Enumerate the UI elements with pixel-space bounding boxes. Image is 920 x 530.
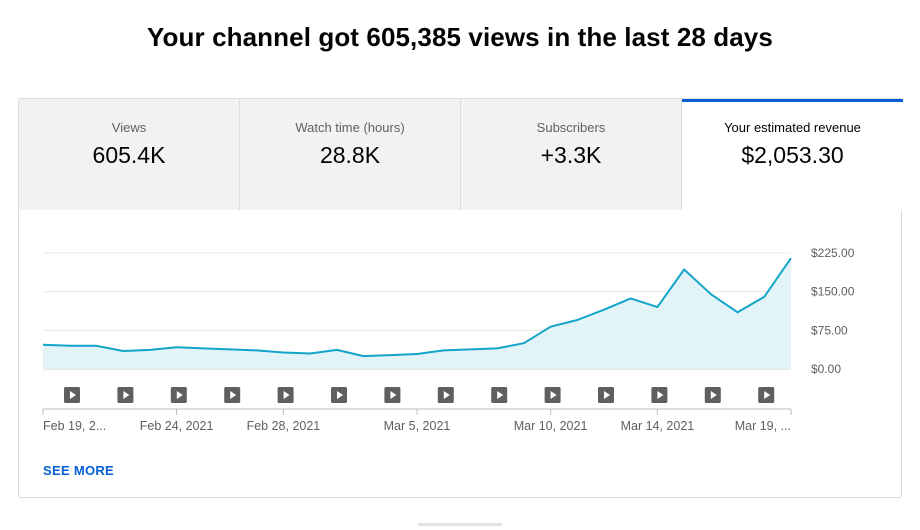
tab-estimated-revenue[interactable]: Your estimated revenue $2,053.30 (682, 99, 903, 210)
analytics-card: Views 605.4K Watch time (hours) 28.8K Su… (18, 98, 903, 498)
play-icon[interactable] (277, 387, 294, 403)
play-icon[interactable] (331, 387, 347, 403)
play-icon[interactable] (437, 387, 454, 403)
x-tick-label: Mar 10, 2021 (514, 419, 588, 433)
tab-label: Subscribers (536, 120, 606, 135)
series-line (42, 257, 792, 358)
play-icon[interactable] (117, 387, 134, 403)
play-icon[interactable] (544, 387, 561, 403)
play-icon[interactable] (384, 387, 401, 403)
see-more-link[interactable]: SEE MORE (43, 463, 115, 478)
y-tick-label: $0.00 (811, 362, 841, 376)
play-icon[interactable] (651, 387, 668, 403)
y-tick-label: $225.00 (811, 246, 855, 260)
play-icon[interactable] (170, 387, 187, 403)
tab-views[interactable]: Views 605.4K (19, 99, 240, 210)
y-tick-label: $75.00 (811, 323, 848, 337)
tab-label: Views (111, 120, 147, 135)
y-tick-label: $150.00 (811, 285, 855, 299)
tab-value: $2,053.30 (741, 142, 844, 168)
play-icon[interactable] (224, 387, 241, 403)
x-tick-label: Feb 24, 2021 (140, 419, 214, 433)
x-tick-label: Mar 5, 2021 (384, 419, 451, 433)
series-area (43, 258, 791, 369)
x-tick-label: Feb 28, 2021 (247, 419, 321, 433)
tab-label: Your estimated revenue (724, 120, 861, 135)
tab-value: +3.3K (540, 142, 602, 168)
tab-value: 28.8K (319, 142, 381, 168)
x-tick-label: Mar 14, 2021 (621, 419, 695, 433)
tab-value: 605.4K (92, 142, 166, 168)
scroll-indicator (418, 523, 502, 526)
page-headline: Your channel got 605,385 views in the la… (147, 22, 773, 52)
tab-watch-time[interactable]: Watch time (hours) 28.8K (240, 99, 461, 210)
play-icon[interactable] (491, 387, 508, 403)
revenue-chart: $0.00 $75.00 $150.00 $225.00 Feb 19, 2... Feb… (42, 246, 855, 433)
play-icon[interactable] (758, 387, 775, 403)
x-tick-label: Mar 19, ... (735, 419, 791, 433)
play-icon[interactable] (598, 387, 614, 403)
play-icon[interactable] (704, 387, 721, 403)
metric-tabs: Views 605.4K Watch time (hours) 28.8K Su… (19, 99, 903, 210)
tab-label: Watch time (hours) (295, 120, 405, 135)
tab-subscribers[interactable]: Subscribers +3.3K (461, 99, 682, 210)
x-tick-label: Feb 19, 2... (43, 419, 106, 433)
play-icon[interactable] (64, 387, 80, 403)
